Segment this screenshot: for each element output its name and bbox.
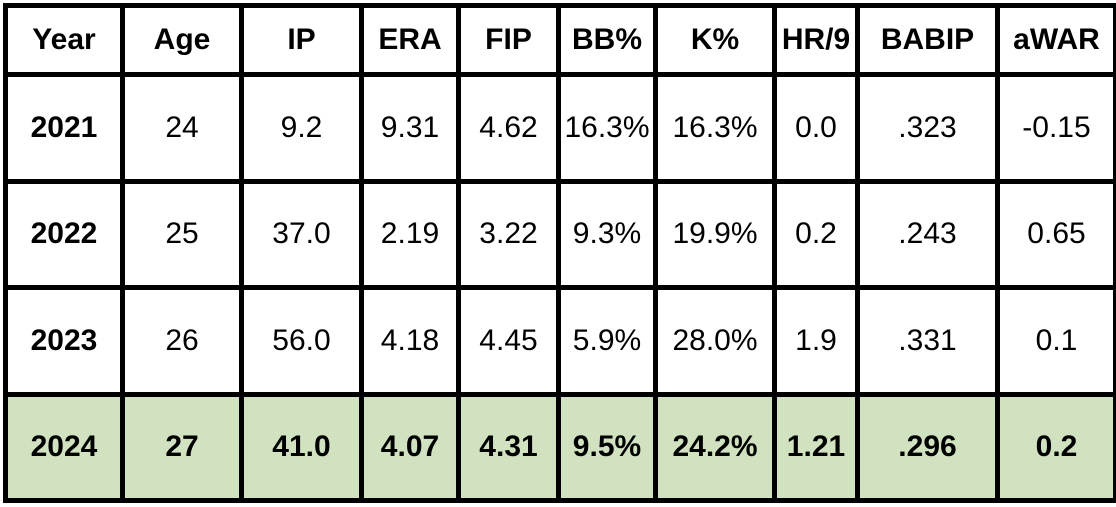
cell-fip: 4.31 — [456, 391, 561, 503]
cell-awar: -0.15 — [995, 72, 1116, 184]
column-header-awar: aWAR — [995, 3, 1116, 77]
cell-bb-pct: 5.9% — [556, 285, 658, 397]
cell-year: 2023 — [3, 285, 125, 397]
cell-k-pct: 24.2% — [653, 391, 777, 503]
cell-year: 2024 — [3, 391, 125, 503]
column-header-ip: IP — [239, 3, 364, 77]
cell-k-pct: 28.0% — [653, 285, 777, 397]
cell-ip: 56.0 — [239, 285, 364, 397]
cell-era: 9.31 — [359, 72, 461, 184]
cell-fip: 4.45 — [456, 285, 561, 397]
cell-year: 2021 — [3, 72, 125, 184]
column-header-era: ERA — [359, 3, 461, 77]
cell-era: 2.19 — [359, 178, 461, 290]
cell-fip: 3.22 — [456, 178, 561, 290]
column-header-babip: BABIP — [855, 3, 1000, 77]
cell-awar: 0.2 — [995, 391, 1116, 503]
cell-ip: 9.2 — [239, 72, 364, 184]
column-header-age: Age — [120, 3, 244, 77]
cell-ip: 41.0 — [239, 391, 364, 503]
cell-babip: .296 — [855, 391, 1000, 503]
cell-age: 27 — [120, 391, 244, 503]
cell-hr-per-9: 1.21 — [772, 391, 860, 503]
cell-year: 2022 — [3, 178, 125, 290]
cell-bb-pct: 9.3% — [556, 178, 658, 290]
column-header-hr-per-9: HR/9 — [772, 3, 860, 77]
cell-era: 4.07 — [359, 391, 461, 503]
cell-era: 4.18 — [359, 285, 461, 397]
column-header-fip: FIP — [456, 3, 561, 77]
cell-ip: 37.0 — [239, 178, 364, 290]
column-header-k-pct: K% — [653, 3, 777, 77]
table-row: 2022 25 37.0 2.19 3.22 9.3% 19.9% 0.2 .2… — [3, 178, 1116, 290]
cell-awar: 0.65 — [995, 178, 1116, 290]
cell-babip: .323 — [855, 72, 1000, 184]
cell-hr-per-9: 0.2 — [772, 178, 860, 290]
table-row: 2023 26 56.0 4.18 4.45 5.9% 28.0% 1.9 .3… — [3, 285, 1116, 397]
cell-bb-pct: 9.5% — [556, 391, 658, 503]
cell-babip: .243 — [855, 178, 1000, 290]
cell-k-pct: 16.3% — [653, 72, 777, 184]
cell-k-pct: 19.9% — [653, 178, 777, 290]
cell-fip: 4.62 — [456, 72, 561, 184]
table-header-row: Year Age IP ERA FIP BB% K% HR/9 BABIP aW… — [3, 3, 1116, 77]
table-row-highlighted: 2024 27 41.0 4.07 4.31 9.5% 24.2% 1.21 .… — [3, 391, 1116, 503]
cell-awar: 0.1 — [995, 285, 1116, 397]
cell-babip: .331 — [855, 285, 1000, 397]
cell-age: 26 — [120, 285, 244, 397]
cell-hr-per-9: 1.9 — [772, 285, 860, 397]
column-header-bb-pct: BB% — [556, 3, 658, 77]
cell-hr-per-9: 0.0 — [772, 72, 860, 184]
table-row: 2021 24 9.2 9.31 4.62 16.3% 16.3% 0.0 .3… — [3, 72, 1116, 184]
cell-age: 24 — [120, 72, 244, 184]
cell-age: 25 — [120, 178, 244, 290]
cell-bb-pct: 16.3% — [556, 72, 658, 184]
column-header-year: Year — [3, 3, 125, 77]
pitching-stats-table: Year Age IP ERA FIP BB% K% HR/9 BABIP aW… — [3, 3, 1116, 503]
